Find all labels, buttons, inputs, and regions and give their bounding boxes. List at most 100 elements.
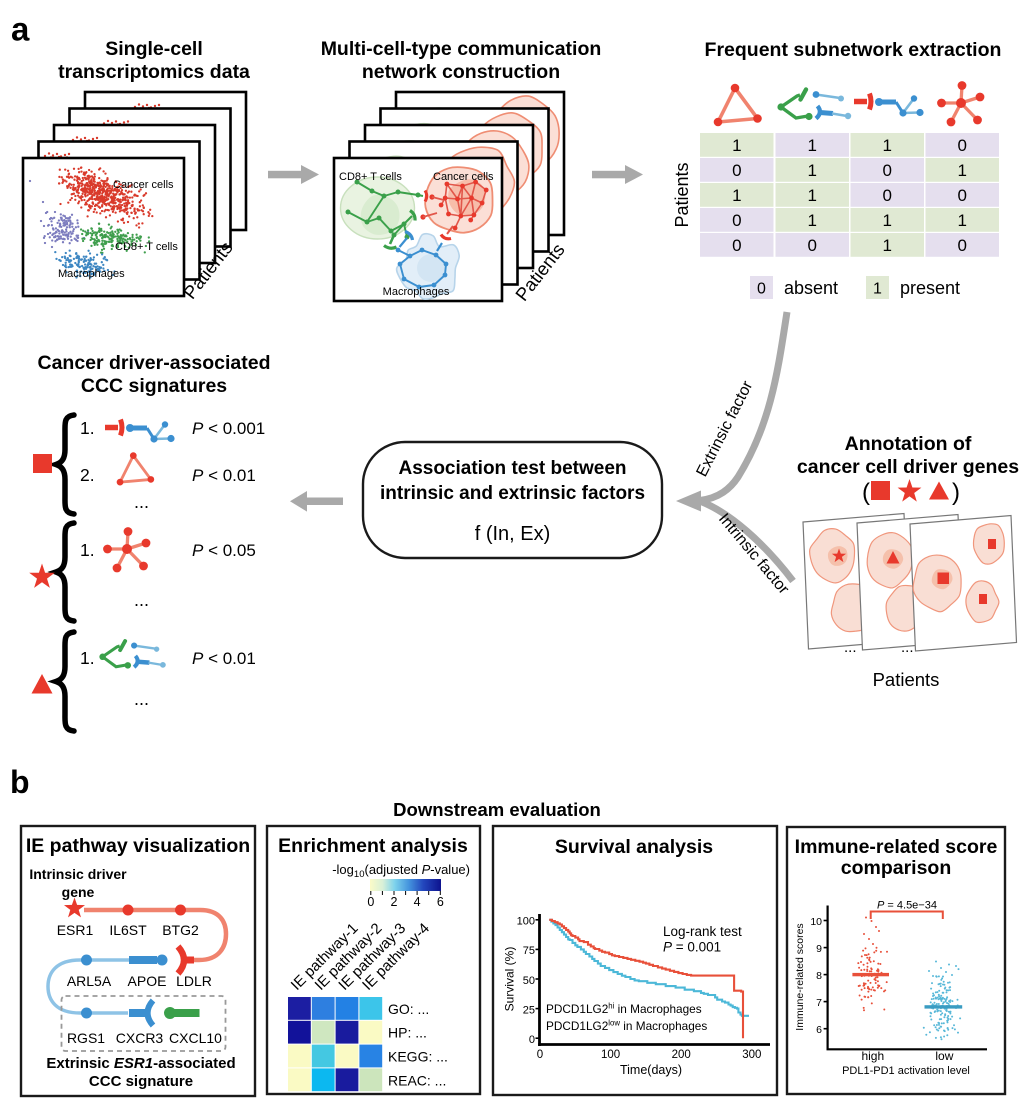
svg-text:1: 1 — [807, 136, 816, 155]
svg-text:0: 0 — [957, 136, 966, 155]
svg-text:1: 1 — [732, 186, 741, 205]
svg-text:...: ... — [134, 492, 149, 512]
svg-text:Multi-cell-type communication: Multi-cell-type communication — [321, 38, 602, 60]
svg-text:...: ... — [844, 639, 857, 656]
svg-text:Cancer cells: Cancer cells — [433, 171, 494, 183]
svg-text:gene: gene — [62, 884, 95, 900]
svg-text:1: 1 — [807, 161, 816, 180]
svg-text:200: 200 — [672, 1049, 691, 1061]
svg-text:PDL1-PD1 activation level: PDL1-PD1 activation level — [842, 1065, 970, 1077]
svg-text:8: 8 — [816, 970, 822, 982]
svg-text:1: 1 — [807, 186, 816, 205]
svg-text:Time(days): Time(days) — [620, 1063, 682, 1077]
svg-text:0: 0 — [807, 236, 816, 255]
svg-text:KEGG: ...: KEGG: ... — [388, 1049, 448, 1065]
svg-text:CD8+ T cells: CD8+ T cells — [115, 241, 178, 253]
svg-text:0: 0 — [537, 1049, 543, 1061]
svg-text:Extrinsic ESR1-associated: Extrinsic ESR1-associated — [46, 1055, 235, 1072]
svg-text:1.: 1. — [80, 648, 95, 668]
svg-text:transcriptomics data: transcriptomics data — [58, 61, 250, 83]
svg-text:present: present — [900, 278, 960, 298]
svg-text:REAC: ...: REAC: ... — [388, 1072, 446, 1088]
svg-text:1: 1 — [882, 136, 891, 155]
svg-text:CXCR3: CXCR3 — [116, 1030, 164, 1046]
svg-text:10: 10 — [810, 916, 822, 928]
svg-text:100: 100 — [517, 916, 535, 928]
svg-text:RGS1: RGS1 — [67, 1030, 105, 1046]
svg-text:LDLR: LDLR — [176, 973, 212, 989]
svg-text:2.: 2. — [80, 465, 95, 485]
svg-text:1: 1 — [957, 161, 966, 180]
svg-text:0: 0 — [957, 236, 966, 255]
svg-text:0: 0 — [757, 281, 766, 298]
svg-text:cancer cell driver genes: cancer cell driver genes — [797, 456, 1019, 478]
svg-text:Enrichment analysis: Enrichment analysis — [278, 835, 468, 857]
svg-text:300: 300 — [742, 1049, 761, 1061]
svg-text:0: 0 — [529, 1034, 535, 1046]
svg-text:CD8+ T cells: CD8+ T cells — [339, 171, 402, 183]
svg-text:P < 0.05: P < 0.05 — [192, 541, 256, 560]
svg-text:CXCL10: CXCL10 — [169, 1030, 222, 1046]
svg-text:Macrophages: Macrophages — [383, 286, 450, 298]
svg-text:P = 0.001: P = 0.001 — [663, 940, 721, 955]
svg-text:50: 50 — [523, 975, 535, 987]
svg-text:7: 7 — [816, 997, 822, 1009]
svg-text:1: 1 — [882, 236, 891, 255]
svg-text:2: 2 — [391, 895, 398, 909]
svg-text:Association test between: Association test between — [398, 458, 626, 479]
svg-text:Survival analysis: Survival analysis — [555, 836, 713, 858]
svg-text:P < 0.01: P < 0.01 — [192, 649, 256, 668]
svg-text:6: 6 — [816, 1024, 822, 1036]
svg-text:absent: absent — [784, 278, 838, 298]
svg-text:Cancer driver-associated: Cancer driver-associated — [37, 352, 270, 374]
svg-text:intrinsic and extrinsic factor: intrinsic and extrinsic factors — [380, 483, 645, 504]
svg-text:1: 1 — [807, 211, 816, 230]
svg-text:Frequent subnetwork extraction: Frequent subnetwork extraction — [705, 39, 1002, 61]
svg-text:low: low — [935, 1049, 953, 1063]
svg-text:network construction: network construction — [362, 61, 560, 83]
svg-text:Patients: Patients — [873, 669, 940, 690]
svg-text:P = 4.5e−34: P = 4.5e−34 — [877, 900, 937, 912]
svg-text:IE pathway visualization: IE pathway visualization — [26, 835, 250, 857]
svg-text:HP: ...: HP: ... — [388, 1025, 427, 1041]
svg-text:-log10(adjusted P-value): -log10(adjusted P-value) — [332, 862, 470, 880]
svg-text:P < 0.01: P < 0.01 — [192, 466, 256, 485]
svg-text:1: 1 — [732, 136, 741, 155]
svg-text:IL6ST: IL6ST — [109, 922, 147, 938]
svg-text:75: 75 — [523, 945, 535, 957]
svg-text:1.: 1. — [80, 540, 95, 560]
svg-text:b: b — [10, 764, 30, 800]
svg-text:Survival (%): Survival (%) — [503, 947, 517, 1012]
svg-text:6: 6 — [437, 895, 444, 909]
svg-text:0: 0 — [732, 161, 741, 180]
svg-text:9: 9 — [816, 943, 822, 955]
svg-text:Downstream evaluation: Downstream evaluation — [393, 799, 601, 820]
svg-text:Immune-related score: Immune-related score — [795, 836, 998, 858]
svg-text:0: 0 — [732, 236, 741, 255]
svg-text:ARL5A: ARL5A — [67, 973, 112, 989]
svg-text:1: 1 — [882, 211, 891, 230]
svg-text:GO: ...: GO: ... — [388, 1001, 429, 1017]
svg-text:Macrophages: Macrophages — [58, 268, 125, 280]
svg-text:100: 100 — [601, 1049, 620, 1061]
svg-text:1: 1 — [873, 281, 882, 298]
svg-text:1: 1 — [957, 211, 966, 230]
svg-text:Cancer cells: Cancer cells — [113, 179, 174, 191]
svg-text:Intrinsic driver: Intrinsic driver — [29, 866, 127, 882]
svg-text:PDCD1LG2low in Macrophages: PDCD1LG2low in Macrophages — [546, 1019, 707, 1034]
svg-text:): ) — [952, 479, 960, 506]
svg-text:...: ... — [901, 639, 914, 656]
svg-text:a: a — [11, 11, 30, 48]
svg-text:25: 25 — [523, 1004, 535, 1016]
svg-text:P < 0.001: P < 0.001 — [192, 419, 265, 438]
svg-text:0: 0 — [957, 186, 966, 205]
svg-text:...: ... — [134, 590, 149, 610]
svg-text:(: ( — [862, 479, 870, 506]
svg-text:CCC signatures: CCC signatures — [81, 375, 227, 397]
svg-text:CCC signature: CCC signature — [89, 1073, 193, 1090]
svg-text:ESR1: ESR1 — [57, 922, 94, 938]
svg-text:Single-cell: Single-cell — [105, 38, 203, 60]
svg-text:1.: 1. — [80, 418, 95, 438]
svg-text:PDCD1LG2hi in Macrophages: PDCD1LG2hi in Macrophages — [546, 1002, 702, 1017]
svg-text:0: 0 — [882, 186, 891, 205]
